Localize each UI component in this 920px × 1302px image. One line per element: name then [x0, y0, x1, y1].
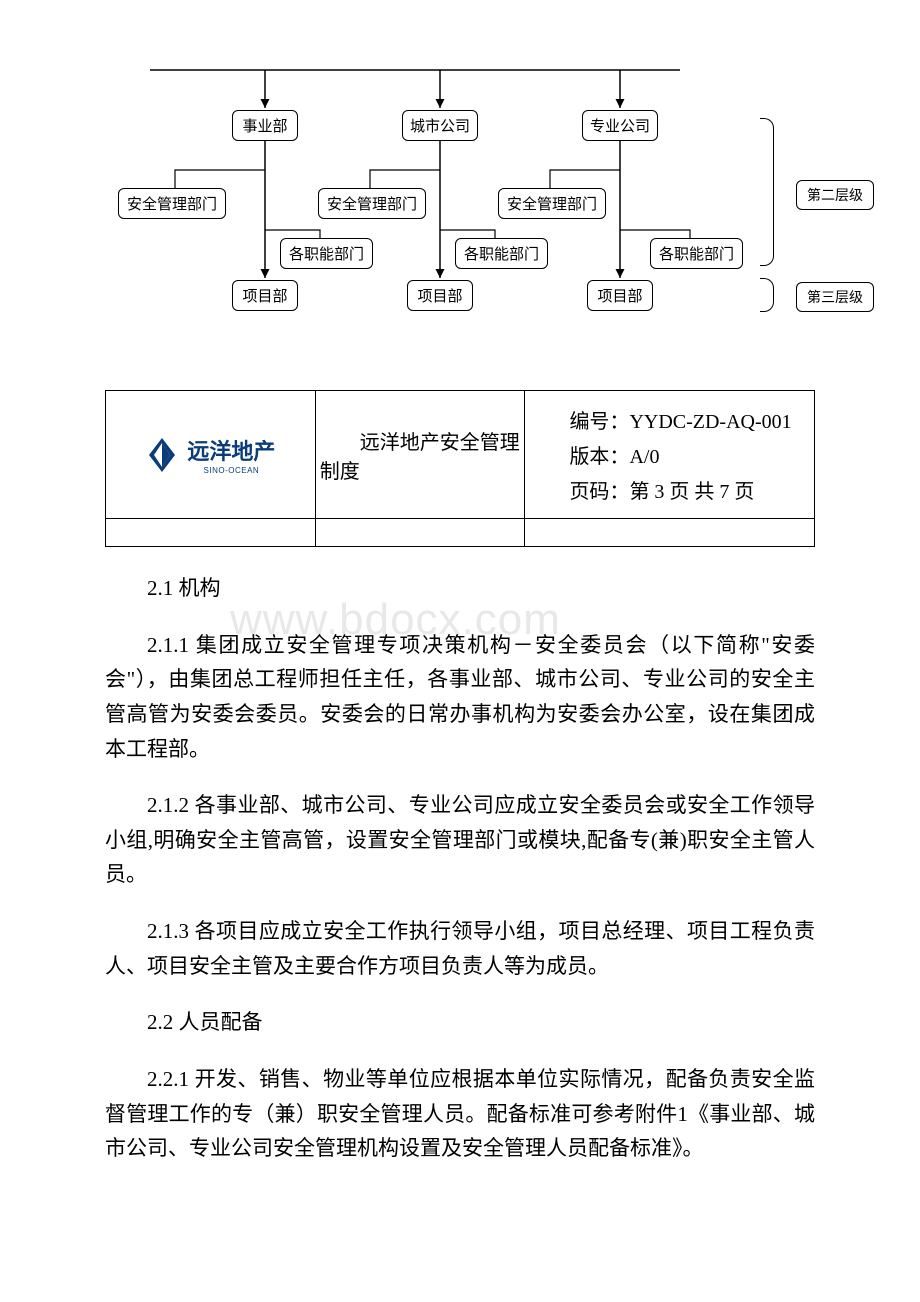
doc-page: 页码：第 3 页 共 7 页	[529, 475, 810, 504]
heading-2-1: 2.1 机构	[105, 571, 815, 606]
logo-mark-icon	[145, 435, 179, 475]
code-value: YYDC-ZD-AQ-001	[629, 411, 791, 433]
page: 事业部 城市公司 专业公司 安全管理部门 安全管理部门 安全管理部门 各职能部门…	[0, 0, 920, 1166]
node-city-company: 城市公司	[402, 110, 478, 141]
heading-2-2: 2.2 人员配备	[105, 1005, 815, 1040]
brace-level-3	[760, 278, 774, 312]
empty-cell-2	[315, 519, 525, 547]
node-func-dept-3: 各职能部门	[650, 238, 743, 269]
version-value: A/0	[629, 446, 659, 468]
node-safety-dept-3: 安全管理部门	[498, 188, 606, 219]
node-safety-dept-2: 安全管理部门	[318, 188, 426, 219]
node-func-dept-2: 各职能部门	[455, 238, 548, 269]
logo-cell: 远洋地产 SINO-OCEAN	[106, 391, 316, 519]
para-2-1-1: 2.1.1 集团成立安全管理专项决策机构－安全委员会（以下简称"安委会"），由集…	[105, 628, 815, 767]
logo-text: 远洋地产	[187, 434, 275, 466]
org-diagram: 事业部 城市公司 专业公司 安全管理部门 安全管理部门 安全管理部门 各职能部门…	[0, 0, 920, 350]
para-2-1-3: 2.1.3 各项目应成立安全工作执行领导小组，项目总经理、项目工程负责人、项目安…	[105, 914, 815, 983]
doc-version: 版本：A/0	[529, 440, 810, 469]
node-project-3: 项目部	[587, 280, 653, 311]
document-header-table: 远洋地产 SINO-OCEAN 远洋地产安全管理制度 编号：YYDC-ZD-AQ…	[105, 390, 815, 547]
doc-title: 远洋地产安全管理制度	[320, 432, 520, 483]
brace-level-2	[760, 118, 774, 266]
node-division: 事业部	[232, 110, 298, 141]
node-specialty-company: 专业公司	[582, 110, 658, 141]
para-2-2-1: 2.2.1 开发、销售、物业等单位应根据本单位实际情况，配备负责安全监督管理工作…	[105, 1062, 815, 1166]
label-level-2: 第二层级	[796, 180, 874, 210]
node-project-1: 项目部	[232, 280, 298, 311]
logo: 远洋地产 SINO-OCEAN	[110, 434, 311, 475]
logo-subtext: SINO-OCEAN	[187, 466, 275, 475]
node-project-2: 项目部	[407, 280, 473, 311]
code-label: 编号：	[569, 411, 629, 433]
page-value: 第 3 页 共 7 页	[629, 481, 754, 503]
body-text: 2.1 机构 2.1.1 集团成立安全管理专项决策机构－安全委员会（以下简称"安…	[105, 571, 815, 1166]
version-label: 版本：	[569, 446, 629, 468]
para-2-1-2: 2.1.2 各事业部、城市公司、专业公司应成立安全委员会或安全工作领导小组,明确…	[105, 788, 815, 892]
doc-code: 编号：YYDC-ZD-AQ-001	[529, 405, 810, 434]
doc-meta-cell: 编号：YYDC-ZD-AQ-001 版本：A/0 页码：第 3 页 共 7 页	[525, 391, 815, 519]
node-safety-dept-1: 安全管理部门	[118, 188, 226, 219]
node-func-dept-1: 各职能部门	[280, 238, 373, 269]
empty-cell-3	[525, 519, 815, 547]
page-label: 页码：	[569, 481, 629, 503]
empty-cell-1	[106, 519, 316, 547]
label-level-3: 第三层级	[796, 282, 874, 312]
doc-title-cell: 远洋地产安全管理制度	[315, 391, 525, 519]
